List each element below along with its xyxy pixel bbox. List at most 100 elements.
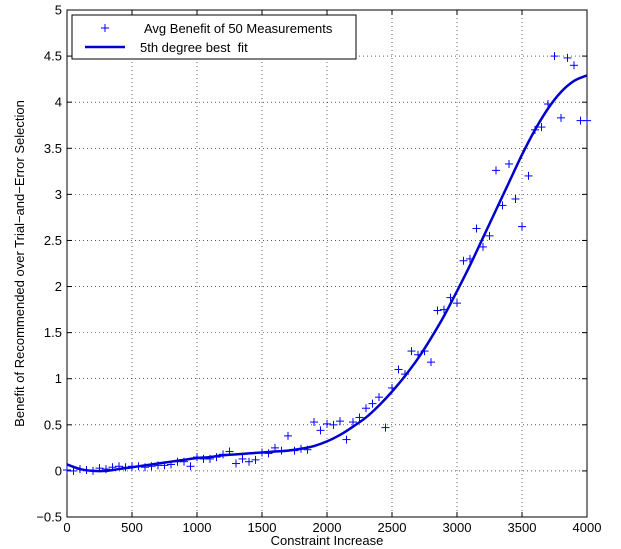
- x-tick-label: 0: [63, 520, 70, 535]
- data-point: [180, 457, 188, 466]
- data-point: [251, 455, 260, 464]
- data-point: [277, 446, 286, 455]
- data-point: [147, 462, 156, 471]
- data-point: [323, 419, 331, 428]
- data-point: [433, 306, 442, 315]
- data-point: [375, 393, 383, 402]
- data-point: [557, 113, 565, 122]
- data-point: [466, 254, 474, 263]
- data-point: [238, 454, 247, 463]
- data-point: [427, 358, 435, 367]
- data-point: [518, 222, 526, 231]
- data-point: [303, 445, 312, 454]
- data-point: [264, 449, 273, 458]
- data-point: [485, 231, 494, 240]
- data-point: [492, 166, 500, 175]
- data-point: [82, 465, 91, 474]
- x-tick-label: 1500: [248, 520, 277, 535]
- data-point: [446, 293, 455, 302]
- data-point: [472, 224, 481, 233]
- data-point: [329, 420, 338, 429]
- data-point: [583, 116, 591, 125]
- y-tick-label: 0.5: [44, 417, 62, 432]
- data-point: [524, 171, 533, 180]
- legend-marker-plus: [101, 24, 109, 32]
- data-point: [63, 465, 71, 474]
- x-tick-label: 3500: [508, 520, 537, 535]
- data-point: [206, 454, 214, 463]
- legend: Avg Benefit of 50 Measurements 5th degre…: [71, 14, 357, 60]
- data-point: [550, 52, 559, 61]
- data-point: [310, 418, 318, 427]
- data-point: [258, 448, 266, 457]
- x-tick-label: 1000: [183, 520, 212, 535]
- data-point: [76, 465, 84, 474]
- data-point: [225, 447, 234, 456]
- data-point: [232, 459, 240, 468]
- data-point: [505, 159, 513, 168]
- data-point: [420, 347, 429, 356]
- data-point: [297, 444, 305, 453]
- data-point: [186, 462, 195, 471]
- data-point: [453, 299, 461, 308]
- y-tick-label: 0: [55, 463, 62, 478]
- data-point: [407, 347, 416, 356]
- data-point: [219, 450, 227, 459]
- data-point: [459, 256, 468, 265]
- data-point: [349, 418, 357, 427]
- data-point: [160, 461, 169, 470]
- data-point: [362, 404, 370, 413]
- x-tick-label: 2000: [313, 520, 342, 535]
- data-point: [193, 453, 201, 462]
- data-point: [498, 201, 507, 210]
- data-point: [388, 383, 396, 392]
- y-tick-label: 1.5: [44, 325, 62, 340]
- x-tick-label: 4000: [573, 520, 602, 535]
- y-tick-label: 2.5: [44, 233, 62, 248]
- x-tick-label: 3000: [443, 520, 472, 535]
- x-axis-label: Constraint Increase: [271, 533, 384, 548]
- data-point: [570, 61, 578, 70]
- data-point: [102, 465, 110, 474]
- scatter-markers: [63, 52, 591, 475]
- y-tick-label: 2: [55, 279, 62, 294]
- data-point: [394, 365, 403, 374]
- data-point: [544, 100, 552, 109]
- data-point: [134, 462, 143, 471]
- data-point: [355, 413, 364, 422]
- y-tick-label: 3: [55, 187, 62, 202]
- y-tick-label: 1: [55, 371, 62, 386]
- data-point: [479, 242, 487, 251]
- data-point: [290, 446, 299, 455]
- axis-ticks: 0 500 1000 1500 2000 2500 3000 3500 4000−0.500.5…: [36, 3, 601, 536]
- fit-layer: [66, 74, 588, 473]
- data-point: [336, 417, 344, 426]
- y-axis-label: Benefit of Recommended over Trial−and−Er…: [12, 100, 27, 427]
- data-point: [121, 463, 130, 472]
- legend-plus: [101, 24, 109, 32]
- y-tick-label: −0.5: [36, 510, 62, 525]
- data-point: [108, 463, 117, 472]
- y-tick-label: 3.5: [44, 141, 62, 156]
- data-point: [284, 431, 292, 440]
- legend-label-fit: 5th degree best fit: [140, 40, 248, 55]
- data-point: [342, 435, 351, 444]
- data-point: [69, 466, 78, 475]
- fit-curve: [66, 74, 588, 473]
- y-tick-label: 5: [55, 3, 62, 18]
- data-point: [531, 125, 539, 134]
- legend-label-measurements: Avg Benefit of 50 Measurements: [144, 21, 333, 36]
- data-point: [316, 426, 325, 435]
- legend-box: [71, 14, 357, 60]
- data-point: [563, 53, 572, 62]
- data-point: [271, 443, 279, 452]
- data-point: [368, 399, 377, 408]
- y-tick-label: 4.5: [44, 49, 62, 64]
- data-point: [141, 463, 149, 472]
- data-point: [115, 462, 123, 471]
- data-point: [414, 350, 422, 359]
- data-point: [89, 466, 97, 475]
- data-point: [381, 423, 390, 432]
- data-point: [401, 370, 409, 379]
